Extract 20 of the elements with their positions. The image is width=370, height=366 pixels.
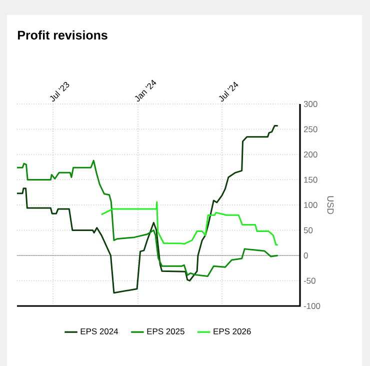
- y-tick-label: 150: [304, 176, 318, 183]
- y-tick-label: -100: [304, 303, 320, 309]
- x-tick-label: Jul '23: [50, 82, 70, 102]
- y-tick-label: 50: [304, 227, 313, 234]
- legend-label: EPS 2026: [214, 328, 251, 334]
- line-series: [16, 160, 279, 277]
- y-tick-label: 200: [304, 152, 318, 158]
- legend-label: EPS 2024: [80, 328, 118, 334]
- legend-label: EPS 2025: [147, 328, 184, 334]
- x-tick-label: Jan '24: [134, 80, 156, 102]
- line-series: [16, 124, 279, 294]
- line-series: [100, 201, 279, 246]
- y-tick-label: -50: [304, 278, 316, 284]
- y-axis-title: USD: [327, 196, 334, 214]
- y-tick-label: 300: [304, 101, 318, 107]
- y-tick-label: 0: [304, 252, 308, 258]
- chart-title: Profit revisions: [18, 30, 108, 40]
- y-tick-label: 250: [304, 126, 318, 132]
- x-tick-label: Jul '24: [219, 82, 238, 102]
- y-tick-label: 100: [304, 202, 318, 208]
